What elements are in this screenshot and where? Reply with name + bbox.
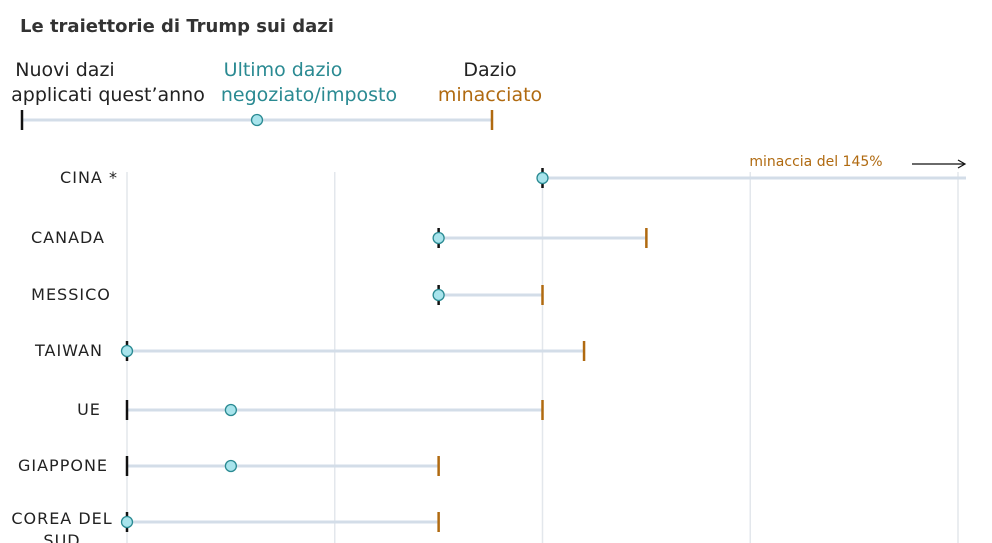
legend: Nuovi dazi applicati quest’anno Ultimo d… — [11, 59, 542, 130]
annotation-text: minaccia del 145% — [749, 154, 882, 170]
latest-tariff-dot — [224, 459, 238, 473]
category-label: UE — [77, 400, 101, 419]
dumbbell-row: COREA DEL SUD — [11, 509, 440, 543]
legend-new-line1: Nuovi dazi — [15, 59, 114, 81]
category-label: CANADA — [31, 228, 105, 247]
gridlines — [126, 172, 959, 543]
dumbbell-row: UE — [77, 400, 544, 420]
legend-latest-line2: negoziato/imposto — [221, 84, 397, 106]
legend-threat-line2: minacciato — [438, 84, 542, 106]
category-label: SUD — [43, 531, 80, 543]
category-label: COREA DEL — [11, 509, 112, 528]
category-label: MESSICO — [31, 285, 111, 304]
category-label: GIAPPONE — [18, 456, 108, 475]
dumbbell-row: CINA * — [60, 168, 966, 188]
legend-new-line2: applicati quest’anno — [11, 84, 205, 106]
offscale-annotation: minaccia del 145% — [749, 154, 967, 170]
dumbbell-row: GIAPPONE — [18, 456, 440, 476]
latest-tariff-dot — [120, 515, 134, 529]
latest-tariff-dot — [536, 171, 549, 185]
legend-latest-line1: Ultimo dazio — [224, 59, 343, 81]
latest-tariff-dot — [432, 288, 445, 302]
legend-latest-dot — [250, 113, 264, 127]
category-label: CINA * — [60, 168, 118, 187]
latest-tariff-dot — [120, 344, 134, 358]
dumbbell-row: CANADA — [31, 228, 648, 248]
latest-tariff-dot — [432, 231, 445, 245]
arrow-right-icon — [957, 159, 967, 169]
chart-title: Le traiettorie di Trump sui dazi — [20, 16, 334, 37]
dumbbell-row: MESSICO — [31, 285, 544, 305]
legend-threat-line1: Dazio — [463, 59, 516, 81]
data-rows: CINA * CANADA MESSICO TAIWAN UE GIAPPONE COREA… — [11, 168, 966, 543]
category-label: TAIWAN — [34, 341, 103, 360]
dumbbell-row: TAIWAN — [34, 341, 586, 361]
latest-tariff-dot — [224, 403, 238, 417]
